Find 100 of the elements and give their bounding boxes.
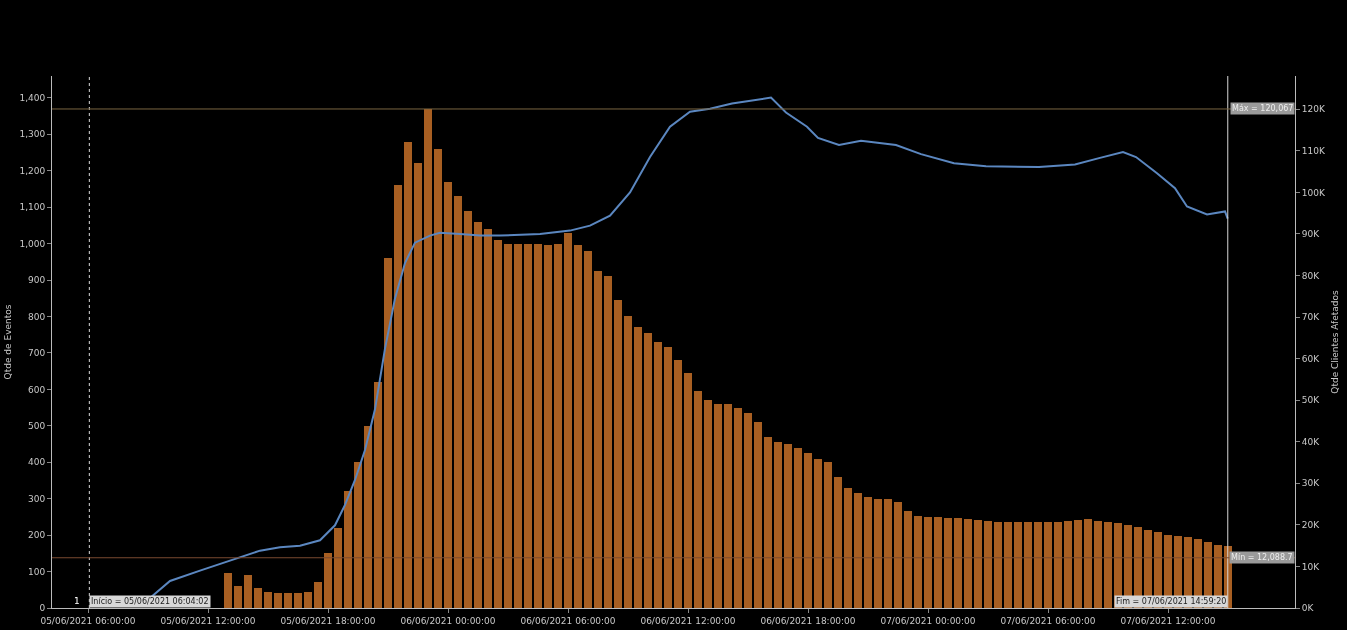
bar [344, 491, 352, 608]
bar [1014, 522, 1022, 608]
bar [744, 413, 752, 608]
y-tick-label: 1,400 [19, 93, 46, 104]
bar [734, 408, 742, 608]
bar [254, 588, 262, 608]
y-tick-label: 700 [28, 348, 46, 359]
y-tick-label: 200 [28, 530, 46, 541]
bar [844, 488, 852, 608]
bar [964, 519, 972, 608]
y-tick-label: 600 [28, 384, 46, 395]
x-tick-label: 05/06/2021 12:00:00 [160, 615, 256, 626]
annotation: 1 [74, 596, 80, 606]
x-tick-label: 05/06/2021 18:00:00 [280, 615, 376, 626]
bar [754, 422, 762, 608]
bar [834, 477, 842, 608]
bar [694, 391, 702, 608]
bar [954, 518, 962, 608]
bar [314, 582, 322, 608]
bar [534, 244, 542, 608]
bar [334, 528, 342, 608]
bar [944, 518, 952, 608]
bar [634, 327, 642, 608]
bar [664, 347, 672, 608]
y-tick-label: 100 [28, 566, 46, 577]
y2-tick-label: 20K [1301, 520, 1321, 531]
y2-tick-label: 50K [1301, 395, 1321, 406]
ref-line-label: Fim = 07/06/2021 14:59:20 [1116, 597, 1227, 606]
y2-tick-label: 10K [1301, 561, 1321, 572]
bar [384, 258, 392, 608]
y-tick-label: 300 [28, 493, 46, 504]
bar [294, 593, 302, 608]
y2-tick-label: 60K [1301, 353, 1321, 364]
bar [494, 240, 502, 608]
bar [864, 497, 872, 608]
y-tick-label: 0 [39, 603, 46, 614]
y2-tick-label: 0K [1301, 603, 1315, 614]
y-tick-label: 400 [28, 457, 46, 468]
bar [854, 493, 862, 608]
bar [1084, 519, 1092, 608]
bar [784, 444, 792, 608]
bar [274, 593, 282, 608]
y2-tick-label: 40K [1301, 436, 1321, 447]
y-tick-label: 1,200 [19, 165, 46, 176]
bar [504, 244, 512, 608]
bar [1044, 522, 1052, 608]
bar [354, 462, 362, 608]
bar [434, 149, 442, 608]
y2-tick-label: 80K [1301, 270, 1321, 281]
bar [554, 244, 562, 608]
bar [904, 511, 912, 608]
bar [364, 426, 372, 608]
bar [814, 459, 822, 608]
bar [884, 499, 892, 608]
y2-tick-label: 90K [1301, 229, 1321, 240]
y2-tick-label: 70K [1301, 312, 1321, 323]
bar [874, 499, 882, 608]
y-tick-label: 900 [28, 275, 46, 286]
bar [1094, 521, 1102, 608]
y-tick-label: 1,300 [19, 129, 46, 140]
bar [614, 300, 622, 608]
bar [374, 382, 382, 608]
bar [464, 211, 472, 608]
bar [284, 593, 292, 608]
x-tick-label: 06/06/2021 00:00:00 [400, 615, 496, 626]
bar [574, 245, 582, 608]
bar [994, 522, 1002, 608]
bar [714, 404, 722, 608]
y-tick-label: 500 [28, 420, 46, 431]
ref-line-label: Máx = 120,067 [1232, 104, 1294, 113]
bar [1064, 521, 1072, 608]
bar [474, 222, 482, 608]
bar [324, 553, 332, 608]
bar [724, 404, 732, 608]
bar [824, 462, 832, 608]
ref-line-label: Início = 05/06/2021 06:04:02 [91, 597, 209, 606]
bar [1054, 522, 1062, 608]
y-tick-label: 1,000 [19, 238, 46, 249]
bar [1004, 522, 1012, 608]
bar [624, 316, 632, 608]
x-tick-label: 06/06/2021 18:00:00 [760, 615, 856, 626]
bar [484, 229, 492, 608]
bar [794, 448, 802, 608]
bar [914, 516, 922, 608]
y-tick-label: 800 [28, 311, 46, 322]
bar [584, 251, 592, 608]
bar [404, 142, 412, 608]
bar [984, 521, 992, 608]
bar [234, 586, 242, 608]
y2-tick-label: 120K [1301, 104, 1326, 115]
bar [304, 592, 312, 608]
y2-tick-label: 30K [1301, 478, 1321, 489]
bar [394, 185, 402, 608]
bar [414, 163, 422, 608]
bar [1104, 522, 1112, 608]
bar [424, 109, 432, 608]
bar [974, 520, 982, 608]
bar [564, 233, 572, 608]
bar [514, 244, 522, 608]
bar [654, 342, 662, 608]
